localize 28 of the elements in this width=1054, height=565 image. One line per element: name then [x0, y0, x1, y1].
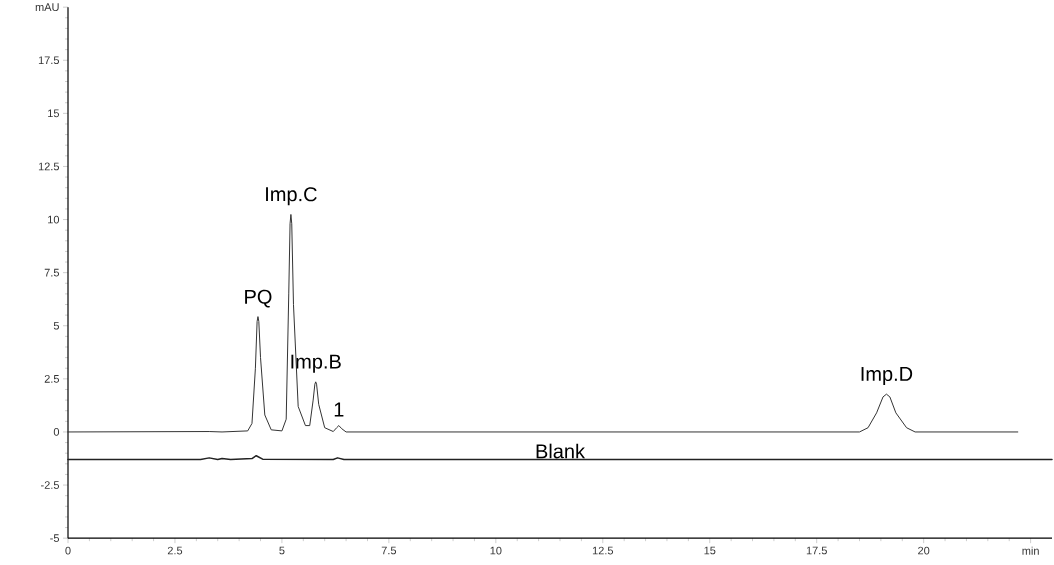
x-tick-label: 5	[279, 546, 285, 555]
x-tick-label: 20	[918, 546, 930, 555]
y-tick-label: 12.5	[38, 162, 60, 171]
y-tick-label: mAU	[35, 3, 59, 11]
y-tick-label: 17.5	[38, 56, 60, 65]
annotation: 1	[334, 402, 344, 417]
annotation: Imp.D	[861, 366, 913, 385]
y-tick-label: 15	[48, 109, 60, 118]
y-tick-label: 2.5	[44, 374, 60, 383]
annotation: PQ	[245, 289, 272, 308]
y-tick-label: 10	[48, 215, 60, 224]
y-tick-label: -5	[50, 534, 60, 542]
line-series	[67, 213, 1019, 433]
x-tick-label: 7.5	[381, 546, 397, 555]
annotation: Imp.B	[291, 354, 341, 373]
x-tick-label: 0	[65, 546, 71, 555]
x-tick-label: 10	[490, 546, 502, 555]
x-tick-label: 17.5	[806, 546, 827, 555]
series-label: Blank	[536, 443, 586, 459]
x-tick-label: 12.5	[592, 546, 614, 555]
y-tick-label: -2.5	[41, 481, 60, 489]
y-tick-label: 0	[53, 427, 60, 436]
y-tick-label: 5	[53, 321, 60, 330]
x-tick-label: 2.5	[167, 546, 183, 555]
x-tick-label: min	[1022, 546, 1039, 555]
annotation: Imp.C	[266, 187, 317, 206]
x-tick-label: 15	[704, 546, 716, 555]
y-tick-label: 7.5	[44, 268, 60, 277]
